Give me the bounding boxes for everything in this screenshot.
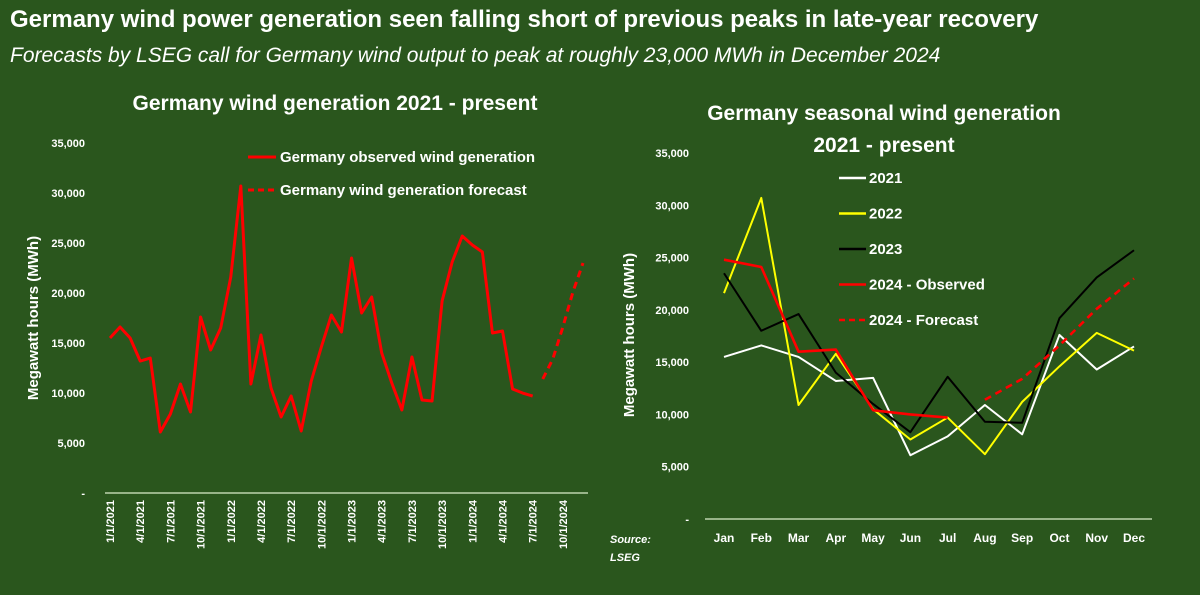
- right-legend-label: 2021: [869, 170, 902, 187]
- right-x-tick-label: Jul: [939, 531, 956, 545]
- left-x-tick-label: 7/1/2021: [165, 500, 177, 543]
- right-legend-label: 2023: [869, 241, 902, 258]
- left-x-tick-label: 7/1/2024: [528, 499, 540, 543]
- right-y-tick-label: 30,000: [655, 200, 689, 212]
- left-chart-title: Germany wind generation 2021 - present: [133, 92, 538, 115]
- left-x-tick-label: 10/1/2021: [196, 500, 208, 549]
- page-subtitle: Forecasts by LSEG call for Germany wind …: [10, 44, 941, 67]
- left-x-tick-label: 7/1/2022: [286, 500, 298, 543]
- right-x-tick-label: Mar: [788, 531, 810, 545]
- right-y-tick-label: 25,000: [655, 253, 689, 265]
- left-y-tick-label: 10,000: [51, 388, 85, 400]
- left-x-tick-label: 10/1/2023: [437, 500, 449, 549]
- left-y-tick-label: 20,000: [51, 288, 85, 300]
- left-y-tick-label: -: [81, 488, 85, 500]
- left-x-tick-label: 1/1/2021: [105, 500, 117, 543]
- left-series-forecast-line: [541, 262, 585, 380]
- source-value: LSEG: [610, 552, 640, 564]
- right-x-tick-label: Dec: [1123, 531, 1145, 545]
- left-legend-forecast-label: Germany wind generation forecast: [280, 182, 527, 199]
- left-x-tick-label: 10/1/2024: [558, 499, 570, 549]
- left-x-tick-label: 1/1/2024: [467, 499, 479, 543]
- left-y-tick-label: 15,000: [51, 338, 85, 350]
- source-label: Source:: [610, 534, 651, 546]
- right-series-line-2024-observed: [723, 258, 948, 419]
- right-chart-title-line2: 2021 - present: [813, 134, 954, 157]
- left-x-tick-label: 10/1/2022: [316, 500, 328, 549]
- right-y-tick-label: -: [685, 514, 689, 526]
- right-x-tick-label: Apr: [825, 531, 846, 545]
- right-x-tick-label: Jun: [900, 531, 921, 545]
- right-legend-label: 2024 - Forecast: [869, 312, 978, 329]
- left-x-tick-label: 4/1/2024: [497, 499, 509, 543]
- left-y-tick-label: 5,000: [57, 438, 85, 450]
- right-series-line-2022: [723, 196, 1135, 456]
- left-y-axis-label: Megawatt hours (MWh): [25, 236, 42, 400]
- left-x-tick-label: 4/1/2023: [377, 500, 389, 543]
- right-x-tick-label: Oct: [1049, 531, 1069, 545]
- left-x-tick-label: 4/1/2022: [256, 500, 268, 543]
- right-x-tick-label: Feb: [751, 531, 772, 545]
- left-x-tick-label: 7/1/2023: [407, 500, 419, 543]
- left-legend-observed-label: Germany observed wind generation: [280, 149, 535, 166]
- left-y-tick-label: 35,000: [51, 138, 85, 150]
- right-series-line-2021: [723, 333, 1135, 457]
- right-series-line-2023: [723, 249, 1135, 434]
- right-legend-label: 2022: [869, 206, 902, 223]
- left-x-tick-label: 1/1/2023: [347, 500, 359, 543]
- right-legend-label: 2024 - Observed: [869, 277, 985, 294]
- right-y-tick-label: 10,000: [655, 409, 689, 421]
- right-y-tick-label: 15,000: [655, 357, 689, 369]
- right-x-tick-label: Sep: [1011, 531, 1033, 545]
- right-series-line-2024-forecast: [984, 277, 1135, 401]
- left-y-tick-label: 25,000: [51, 238, 85, 250]
- page-title: Germany wind power generation seen falli…: [10, 6, 1039, 33]
- left-series-observed-line: [108, 184, 534, 434]
- right-x-tick-label: May: [861, 531, 885, 545]
- right-x-tick-label: Nov: [1085, 531, 1108, 545]
- right-y-tick-label: 5,000: [661, 462, 689, 474]
- right-y-axis-label: Megawatt hours (MWh): [621, 253, 638, 417]
- right-x-tick-label: Aug: [973, 531, 996, 545]
- left-x-tick-label: 4/1/2021: [135, 500, 147, 543]
- left-y-tick-label: 30,000: [51, 188, 85, 200]
- left-x-tick-label: 1/1/2022: [226, 500, 238, 543]
- right-chart-title-line1: Germany seasonal wind generation: [707, 102, 1061, 125]
- right-x-tick-label: Jan: [714, 531, 735, 545]
- right-y-tick-label: 20,000: [655, 305, 689, 317]
- right-y-tick-label: 35,000: [655, 148, 689, 160]
